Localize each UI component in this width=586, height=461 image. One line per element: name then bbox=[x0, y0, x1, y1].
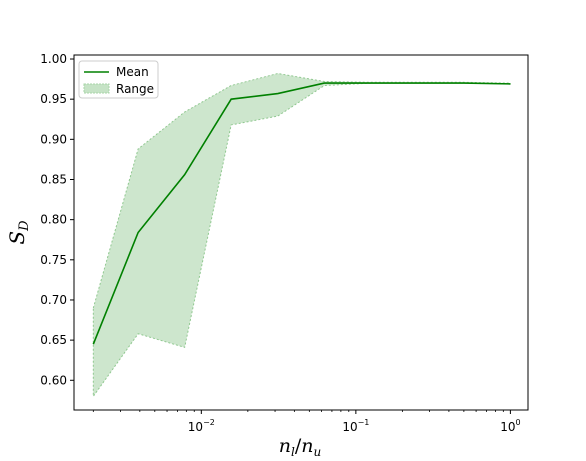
y-tick-label: 0.90 bbox=[40, 132, 67, 146]
axis-ticks: 0.60 0.65 0.70 0.75 0.80 0.85 0.90 0.95 1.00 10−2… bbox=[40, 52, 520, 434]
x-tick-label: 100 bbox=[500, 418, 520, 434]
legend: Mean Range bbox=[78, 60, 159, 99]
legend-range-label: Range bbox=[116, 82, 154, 96]
axes-frame bbox=[73, 54, 529, 411]
y-tick-label: 1.00 bbox=[40, 52, 67, 66]
y-tick-label: 0.70 bbox=[40, 293, 67, 307]
x-tick-label: 10−2 bbox=[188, 418, 215, 434]
legend-range-swatch bbox=[83, 83, 110, 94]
mean-line bbox=[92, 82, 511, 345]
y-tick-label: 0.75 bbox=[40, 253, 67, 267]
plot-area bbox=[92, 72, 511, 398]
y-tick-label: 0.85 bbox=[40, 172, 67, 186]
y-axis-label: SD bbox=[5, 220, 32, 245]
y-tick-label: 0.60 bbox=[40, 373, 67, 387]
range-band bbox=[92, 72, 511, 398]
x-tick-label: 10−1 bbox=[342, 418, 369, 434]
y-tick-label: 0.80 bbox=[40, 213, 67, 227]
y-tick-label: 0.95 bbox=[40, 92, 67, 106]
y-tick-label: 0.65 bbox=[40, 333, 67, 347]
legend-mean-label: Mean bbox=[116, 65, 149, 79]
x-axis-label: nl/nu bbox=[279, 435, 321, 459]
